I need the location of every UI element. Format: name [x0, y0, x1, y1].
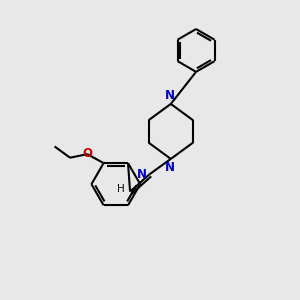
- Text: O: O: [82, 147, 92, 161]
- Text: H: H: [117, 184, 125, 194]
- Text: N: N: [165, 161, 175, 174]
- Text: N: N: [165, 89, 175, 102]
- Text: N: N: [137, 168, 147, 181]
